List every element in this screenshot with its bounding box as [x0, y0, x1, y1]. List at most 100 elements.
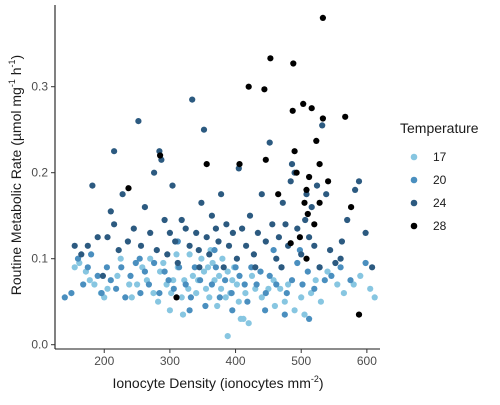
data-point [303, 191, 310, 198]
data-point [130, 225, 137, 232]
data-point [244, 298, 251, 305]
data-point [200, 126, 208, 133]
data-point [258, 294, 265, 301]
data-point [128, 294, 135, 301]
data-point [113, 285, 120, 292]
data-point [218, 285, 225, 292]
data-point [224, 333, 231, 340]
data-point [229, 307, 236, 314]
data-point [301, 311, 308, 318]
data-point [340, 290, 347, 297]
data-point [151, 259, 158, 267]
data-point [84, 242, 91, 249]
data-point [258, 191, 265, 198]
data-point [212, 225, 219, 232]
data-point [306, 234, 313, 241]
data-point [173, 251, 180, 258]
data-point [288, 277, 296, 284]
data-point [323, 191, 330, 198]
legend-key-20 [410, 176, 418, 184]
data-point [316, 161, 323, 168]
data-point [117, 255, 124, 262]
data-point [151, 169, 158, 176]
data-point [287, 240, 294, 247]
data-point [197, 277, 204, 284]
data-point [334, 281, 341, 288]
data-point [348, 204, 355, 211]
data-point [357, 272, 364, 279]
data-point [208, 212, 215, 219]
data-point [311, 242, 318, 249]
data-point [145, 281, 152, 288]
data-point [296, 234, 303, 241]
data-point [236, 161, 243, 168]
data-point [182, 281, 189, 288]
data-point [321, 277, 328, 284]
data-point [266, 272, 273, 279]
data-point [308, 105, 315, 112]
data-point [173, 294, 180, 301]
data-point [281, 311, 288, 318]
series-28 [125, 14, 363, 318]
series-24 [71, 96, 376, 279]
data-point [119, 191, 126, 198]
data-point [111, 221, 118, 228]
data-point [78, 251, 85, 258]
data-points [61, 14, 378, 340]
data-point [279, 199, 286, 206]
data-point [282, 221, 289, 228]
data-point [94, 234, 101, 241]
data-point [311, 221, 318, 228]
data-point [127, 272, 134, 279]
data-point [350, 281, 357, 288]
data-point [174, 259, 181, 267]
data-point [147, 229, 154, 236]
data-point [209, 259, 216, 267]
data-point [262, 290, 269, 297]
data-point [289, 107, 296, 114]
data-point [104, 285, 111, 292]
data-point [277, 285, 284, 292]
data-point [233, 255, 240, 262]
data-point [114, 272, 121, 279]
data-point [135, 118, 142, 125]
data-point [301, 199, 308, 206]
data-point [187, 294, 194, 301]
data-point [157, 268, 164, 275]
data-point [155, 298, 162, 305]
data-point [182, 225, 189, 232]
data-point [337, 264, 344, 271]
legend-key-17 [410, 153, 418, 161]
data-point [80, 281, 87, 288]
data-point [86, 277, 93, 284]
data-point [160, 259, 167, 267]
data-point [344, 216, 351, 224]
x-tick-label: 600 [357, 354, 377, 368]
legend-title: Temperature [400, 120, 479, 136]
data-point [240, 315, 247, 322]
data-point [324, 268, 331, 275]
data-point [202, 302, 209, 310]
data-point [203, 234, 210, 241]
data-point [371, 294, 378, 301]
data-point [172, 238, 179, 245]
data-point [198, 199, 205, 206]
legend-label-17: 17 [433, 150, 447, 164]
data-point [266, 139, 273, 146]
legend-key-24 [410, 199, 418, 207]
data-point [232, 264, 239, 271]
data-point [299, 281, 306, 288]
data-point [98, 290, 105, 297]
data-point [332, 259, 339, 267]
data-point [186, 307, 193, 314]
data-point [200, 268, 208, 275]
data-point [211, 247, 218, 254]
y-tick-label: 0.1 [31, 252, 48, 266]
data-point [319, 14, 326, 21]
data-point [157, 152, 164, 159]
data-point [204, 264, 212, 271]
data-point [252, 264, 259, 271]
data-point [219, 255, 226, 262]
